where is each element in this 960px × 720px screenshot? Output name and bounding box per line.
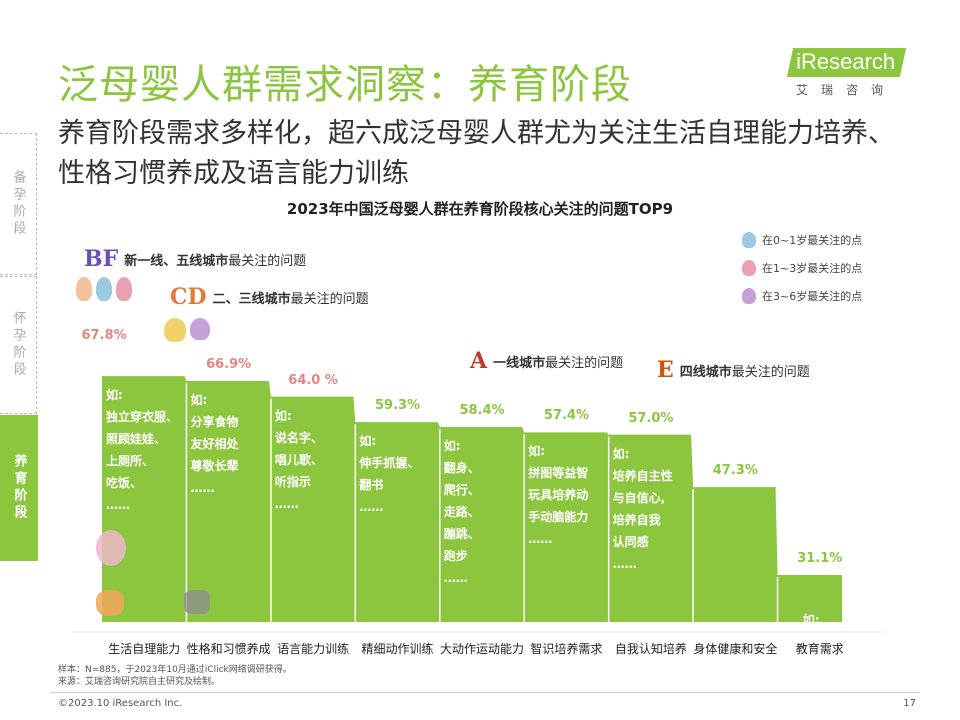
note-text: 最关注的问题 — [290, 291, 369, 307]
legend: 在0~1岁最关注的点 在1~3岁最关注的点 在3~6岁最关注的点 — [742, 232, 862, 304]
chart-title: 2023年中国泛母婴人群在养育阶段核心关注的问题TOP9 — [286, 200, 674, 218]
note-text: 最关注的问题 — [228, 253, 307, 269]
example-text: 如: 培养自主性 与自信心, 培养自我 认同感 …… — [612, 446, 673, 571]
note-bold: 四线城市 — [679, 364, 732, 380]
example-text: 如: 伸手抓握、 翻书 …… — [359, 434, 420, 515]
example-text: 如: 分享食物 友好相处 尊敬长辈 …… — [190, 392, 239, 495]
source-note: 样本：N=885，于2023年10月通过iClick网络调研获得。 来源：艾瑞咨… — [58, 665, 292, 687]
note-bold: 新一线、五线城市 — [124, 253, 229, 269]
value-label: 59.3% — [374, 398, 421, 414]
x-tick-label: 自我认知培养 — [614, 642, 687, 656]
x-tick-label: 智识培养需求 — [530, 642, 603, 656]
x-tick-label: 教育需求 — [795, 642, 844, 656]
tab-pregnancy[interactable]: 怀孕阶段 — [0, 276, 37, 414]
footer-divider — [50, 692, 920, 693]
example-text: 如: 拼图等益智 玩具培养动 手动脑能力 …… — [528, 444, 589, 547]
page-number: 17 — [903, 698, 916, 709]
example-text: 如: 中英学习 学前教育 才艺培养 — [771, 612, 820, 693]
letter-badge-icon: E — [657, 357, 674, 383]
legend-item-3-6: 在3~6岁最关注的点 — [742, 288, 862, 304]
logo-subtext: 艾瑞咨询 — [796, 83, 897, 97]
letter-badge-icon: CD — [170, 284, 207, 310]
note-bold: 一线城市 — [493, 355, 546, 371]
note-new-tier1-tier5: BF 新一线、五线城市 最关注的问题 — [84, 246, 306, 272]
x-tick-label: 生活自理能力 — [108, 642, 181, 656]
example-text: 如: 独立穿衣服、 照顾娃娃、 上厕所、 吃饭、 …… — [106, 388, 179, 513]
note-bold: 二、三线城市 — [212, 291, 291, 307]
legend-item-1-3: 在1~3岁最关注的点 — [742, 260, 862, 276]
value-label: 67.8% — [81, 328, 127, 344]
legend-label: 在3~6岁最关注的点 — [762, 290, 863, 303]
note-text: 最关注的问题 — [731, 364, 810, 380]
x-tick-label: 精细动作训练 — [361, 642, 434, 656]
note-tier2-tier3: CD 二、三线城市 最关注的问题 — [170, 284, 369, 310]
page-subtitle: 养育阶段需求多样化，超六成泛母婴人群尤为关注生活自理能力培养、性格习惯养成及语言… — [58, 118, 895, 189]
value-label: 47.3% — [712, 463, 758, 479]
tab-preparation[interactable]: 备孕阶段 — [0, 133, 37, 275]
x-tick-label: 性格和习惯养成 — [186, 642, 271, 656]
tab-parenting[interactable]: 养育阶段 — [0, 415, 38, 561]
note-text: 最关注的问题 — [545, 355, 624, 371]
letter-badge-icon: BF — [84, 246, 119, 272]
toddler-icon — [742, 260, 756, 276]
value-label: 58.4% — [459, 403, 505, 419]
family-illustration-icon — [184, 590, 210, 614]
x-tick-label: 大动作运动能力 — [439, 642, 524, 656]
girl-illustration-icon — [96, 530, 126, 566]
baby-icon — [742, 232, 756, 248]
value-label: 64.0 % — [288, 372, 338, 388]
legend-label: 在1~3岁最关注的点 — [762, 262, 863, 275]
x-tick-label: 身体健康和安全 — [693, 642, 778, 656]
value-label: 66.9% — [206, 356, 252, 372]
value-label: 31.1% — [797, 550, 843, 566]
note-tier4: E 四线城市 最关注的问题 — [657, 357, 810, 383]
iresearch-logo: iResearch 艾瑞咨询 — [786, 48, 907, 98]
letter-badge-icon: A — [470, 348, 488, 374]
kids-reading-icon — [96, 590, 124, 616]
area-fill — [102, 376, 842, 622]
x-tick-label: 语言能力训练 — [277, 642, 350, 656]
value-label: 57.4% — [543, 408, 589, 424]
child-icon — [742, 288, 756, 304]
legend-label: 在0~1岁最关注的点 — [762, 234, 863, 247]
example-text: 如: 翻身、 爬行、 走路、 蹦跳、 跑步 …… — [443, 439, 480, 586]
page-title: 泛母婴人群需求洞察：养育阶段 — [58, 62, 632, 108]
value-label: 57.0% — [628, 410, 674, 426]
example-text: 如: 说名字、 唱儿歌、 听指示 …… — [274, 408, 323, 511]
legend-item-0-1: 在0~1岁最关注的点 — [742, 232, 862, 248]
copyright: ©2023.10 iResearch Inc. — [58, 698, 183, 709]
note-tier1: A 一线城市 最关注的问题 — [470, 348, 623, 374]
